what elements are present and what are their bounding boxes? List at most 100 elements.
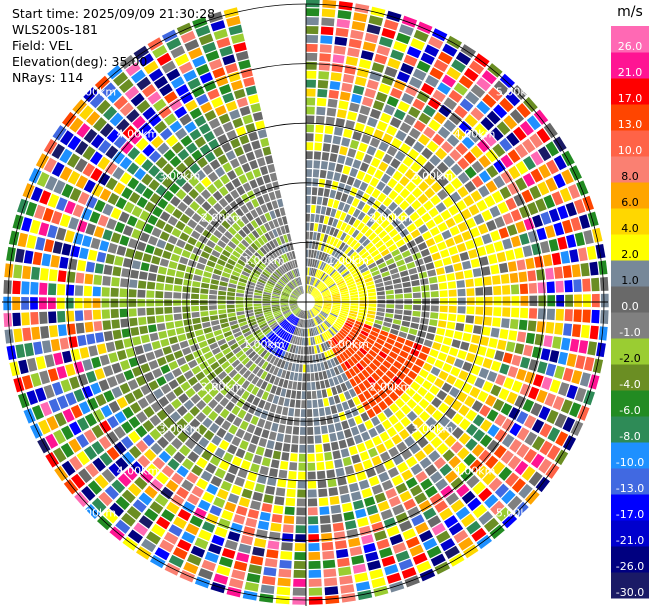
- range-gate: [382, 419, 392, 430]
- range-gate: [282, 524, 294, 533]
- range-gate: [349, 378, 357, 387]
- range-gate: [470, 145, 483, 159]
- range-gate: [298, 471, 306, 480]
- range-gate: [552, 396, 565, 411]
- range-gate: [232, 250, 241, 258]
- ring-label: 1.00km: [243, 338, 285, 351]
- range-gate: [329, 286, 338, 291]
- range-gate: [162, 250, 172, 260]
- range-gate: [106, 446, 120, 461]
- range-gate: [278, 424, 286, 434]
- range-gate: [294, 552, 306, 561]
- range-gate: [225, 335, 235, 342]
- range-gate: [168, 183, 180, 194]
- range-gate: [309, 310, 313, 318]
- range-gate: [66, 323, 76, 335]
- range-gate: [298, 373, 303, 382]
- range-gate: [434, 359, 445, 369]
- range-gate: [122, 125, 136, 139]
- range-gate: [425, 75, 439, 88]
- range-gate: [395, 223, 406, 233]
- range-gate: [522, 245, 533, 257]
- range-gate: [148, 165, 160, 177]
- range-gate: [254, 308, 263, 313]
- range-gate: [388, 228, 398, 238]
- range-gate: [277, 281, 285, 288]
- range-gate: [180, 91, 194, 104]
- range-gate: [172, 208, 183, 219]
- range-gate: [157, 436, 169, 449]
- range-gate: [116, 396, 128, 409]
- range-gate: [203, 80, 217, 92]
- range-gate: [372, 358, 381, 368]
- range-gate: [322, 197, 329, 206]
- range-gate: [344, 322, 353, 328]
- range-gate: [344, 224, 352, 233]
- range-gate: [474, 277, 483, 287]
- range-gate: [260, 324, 269, 331]
- range-gate: [233, 88, 246, 100]
- range-gate: [175, 220, 186, 231]
- range-gate: [336, 431, 345, 441]
- range-gate: [532, 436, 545, 451]
- range-gate: [302, 328, 305, 337]
- range-gate: [336, 109, 347, 119]
- range-gate: [362, 214, 371, 224]
- range-gate: [272, 293, 280, 297]
- range-gate: [331, 258, 338, 267]
- range-gate: [352, 326, 361, 333]
- range-gate: [17, 232, 28, 248]
- range-gate: [367, 397, 377, 407]
- range-gate: [168, 169, 181, 181]
- range-gate: [314, 302, 323, 304]
- range-gate: [232, 327, 241, 334]
- range-gate: [119, 308, 128, 318]
- range-gate: [241, 270, 250, 277]
- range-gate: [109, 112, 124, 127]
- range-gate: [470, 190, 482, 202]
- range-gate: [253, 298, 262, 301]
- range-gate: [308, 543, 320, 552]
- range-gate: [74, 491, 89, 508]
- range-gate: [530, 402, 543, 417]
- range-gate: [13, 377, 25, 393]
- range-gate: [464, 114, 478, 128]
- range-gate: [321, 152, 330, 161]
- range-gate: [438, 415, 450, 427]
- range-gate: [485, 180, 498, 193]
- range-gate: [353, 12, 368, 23]
- range-gate: [253, 239, 262, 249]
- range-gate: [381, 271, 390, 278]
- range-gate: [211, 273, 221, 281]
- range-gate: [240, 204, 249, 214]
- range-gate: [219, 84, 232, 95]
- range-gate: [489, 524, 505, 540]
- range-gate: [381, 374, 391, 384]
- range-gate: [453, 213, 464, 224]
- range-gate: [208, 255, 218, 263]
- range-gate: [288, 471, 297, 480]
- range-gate: [348, 315, 356, 320]
- range-gate: [239, 105, 251, 116]
- range-gate: [535, 476, 550, 493]
- range-gate: [332, 307, 340, 311]
- range-gate: [350, 407, 359, 417]
- range-gate: [298, 453, 306, 462]
- range-gate: [291, 293, 299, 298]
- range-gate: [120, 141, 134, 155]
- range-gate: [281, 369, 287, 379]
- range-gate: [120, 278, 129, 288]
- range-gate: [459, 418, 471, 431]
- range-gate: [371, 270, 380, 277]
- range-gate: [352, 159, 362, 169]
- range-gate: [235, 552, 250, 563]
- range-gate: [331, 326, 338, 333]
- range-gate: [203, 245, 213, 254]
- range-gate: [399, 350, 409, 359]
- range-gate: [374, 463, 386, 475]
- range-gate: [247, 260, 256, 268]
- range-gate: [420, 248, 430, 257]
- range-gate: [313, 363, 318, 372]
- range-gate: [337, 282, 346, 288]
- range-gate: [566, 384, 578, 400]
